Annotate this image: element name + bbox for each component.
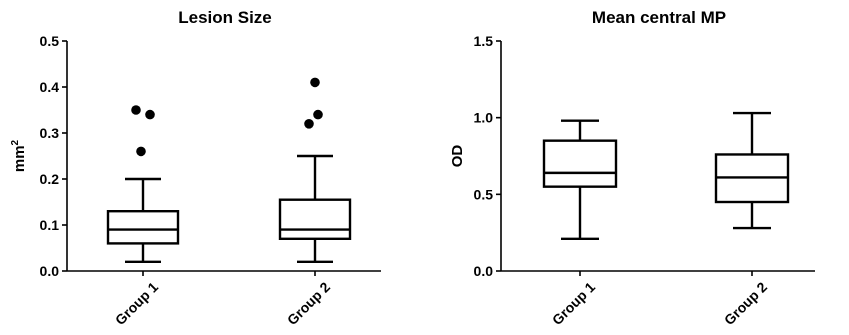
y-tick-label: 0.3	[40, 125, 60, 141]
y-tick-label: 0.0	[40, 263, 60, 279]
y-axis-label-superscript: 2	[10, 139, 21, 145]
y-tick-label: 0.0	[474, 263, 494, 279]
y-tick-label: 1.0	[474, 110, 494, 126]
interquartile-box	[106, 209, 180, 245]
y-axis-label: mm2	[10, 139, 28, 172]
box-2	[714, 111, 790, 230]
x-category-label: Group 2	[284, 279, 333, 328]
box-1	[106, 105, 180, 263]
x-category-label: Group 1	[549, 279, 598, 328]
chart-mean-central-mp: Mean central MP OD 0.0 0.5 1.0 1.5 Group 1 Grou…	[449, 8, 815, 328]
y-axis-label-text: mm	[11, 145, 28, 172]
interquartile-box	[542, 139, 618, 188]
y-axis-label: OD	[449, 145, 466, 168]
outlier-point	[145, 109, 155, 120]
y-tick-label: 0.2	[40, 171, 60, 187]
chart-title: Mean central MP	[592, 8, 726, 27]
outlier-point	[304, 119, 314, 129]
outlier-point	[310, 77, 320, 88]
chart-title: Lesion Size	[178, 8, 272, 27]
y-axis-label-text: OD	[449, 145, 466, 168]
outlier-point	[131, 105, 141, 115]
box-2	[278, 77, 352, 263]
y-tick-label: 0.5	[474, 186, 494, 202]
x-category-label: Group 1	[112, 279, 161, 328]
box-1	[542, 119, 618, 241]
y-tick-label: 0.5	[40, 33, 60, 49]
y-tick-label: 1.5	[474, 33, 494, 49]
outlier-point	[313, 109, 323, 120]
y-tick-label: 0.1	[40, 217, 60, 233]
chart-lesion-size: Lesion Size mm2 0.0 0.1 0.2 0.3 0.4 0.5 Group 1 G…	[10, 8, 381, 328]
outlier-point	[136, 146, 146, 157]
x-category-label: Group 2	[721, 279, 770, 328]
interquartile-box	[278, 198, 352, 240]
y-tick-label: 0.4	[40, 79, 60, 95]
